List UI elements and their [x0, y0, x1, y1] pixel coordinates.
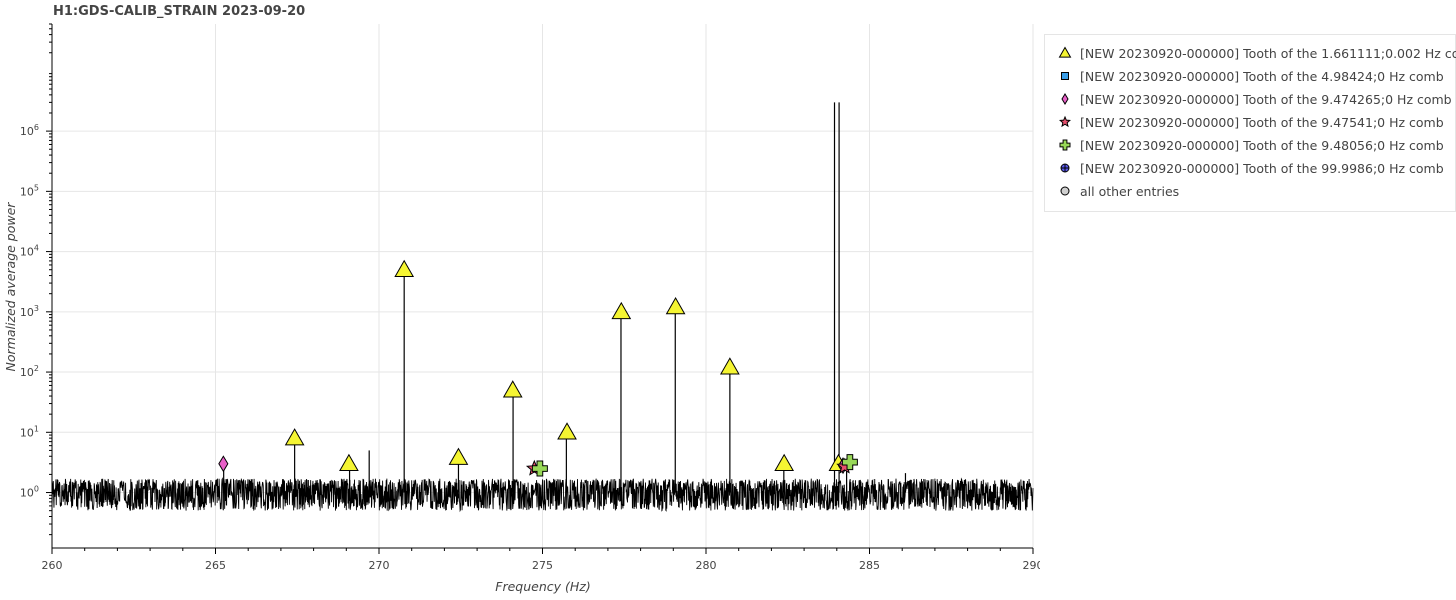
star-icon	[1059, 115, 1071, 128]
data-point-triangle[interactable]	[557, 422, 577, 440]
x-tick-label: 290	[1023, 559, 1041, 572]
plus-icon	[1059, 139, 1071, 151]
legend-marker[interactable]	[1059, 115, 1071, 128]
y-tick-label: 102	[20, 364, 39, 379]
data-point-plus[interactable]	[531, 460, 548, 477]
noise-floor	[51, 477, 1034, 513]
series-4	[531, 454, 858, 477]
chart-title: H1:GDS-CALIB_STRAIN 2023-09-20	[53, 4, 306, 19]
x-tick-label: 280	[696, 559, 717, 572]
legend-label: [NEW 20230920-000000] Tooth of the 99.99…	[1080, 160, 1444, 176]
legend-item[interactable]: [NEW 20230920-000000] Tooth of the 4.984…	[1058, 66, 1444, 86]
legend-item[interactable]: [NEW 20230920-000000] Tooth of the 9.475…	[1058, 112, 1444, 132]
data-point-triangle[interactable]	[502, 380, 523, 398]
data-point-triangle[interactable]	[448, 447, 469, 465]
data-point-triangle[interactable]	[774, 453, 795, 472]
legend-label: [NEW 20230920-000000] Tooth of the 9.475…	[1080, 114, 1444, 130]
x-tick-label: 265	[205, 559, 226, 572]
plot-area[interactable]: 260 265 270 275 280 285 290 100 101 102 103 104 105 1…	[0, 0, 1040, 600]
spectrum-line	[51, 477, 1034, 513]
x-axis-label: Frequency (Hz)	[495, 579, 590, 594]
series-3	[525, 457, 854, 476]
legend-item[interactable]: [NEW 20230920-000000] Tooth of the 1.661…	[1058, 43, 1456, 63]
data-point-triangle[interactable]	[720, 357, 740, 375]
y-tick-label: 106	[20, 123, 39, 138]
legend-item[interactable]: [NEW 20230920-000000] Tooth of the 99.99…	[1058, 158, 1444, 178]
x-tick-label: 260	[42, 559, 63, 572]
legend-item[interactable]: all other entries	[1058, 181, 1179, 201]
series-0	[284, 259, 849, 472]
x-tick-label: 275	[532, 559, 553, 572]
data-point-triangle[interactable]	[284, 428, 305, 446]
y-tick-label: 104	[20, 244, 39, 259]
data-point-triangle[interactable]	[394, 259, 415, 277]
legend-marker[interactable]	[1058, 46, 1072, 58]
x-tick-label: 285	[859, 559, 880, 572]
y-tick-label: 103	[20, 304, 39, 319]
circle-cross-icon	[1060, 163, 1070, 173]
legend-marker[interactable]	[1060, 163, 1070, 173]
data-point-triangle[interactable]	[611, 301, 632, 320]
legend-marker[interactable]	[1061, 93, 1069, 105]
legend-item[interactable]: [NEW 20230920-000000] Tooth of the 9.474…	[1058, 89, 1452, 109]
legend-label: [NEW 20230920-000000] Tooth of the 1.661…	[1080, 45, 1456, 61]
spectrum-peaks	[223, 102, 907, 493]
legend: [NEW 20230920-000000] Tooth of the 1.661…	[1044, 34, 1456, 212]
square-icon	[1061, 72, 1069, 80]
triangle-icon	[1058, 46, 1072, 58]
legend-marker[interactable]	[1059, 139, 1071, 151]
legend-item[interactable]: [NEW 20230920-000000] Tooth of the 9.480…	[1058, 135, 1444, 155]
comb-markers[interactable]	[218, 259, 858, 477]
circle-icon	[1060, 186, 1070, 196]
y-tick-label: 105	[20, 183, 39, 198]
data-point-triangle[interactable]	[665, 297, 686, 315]
legend-label: [NEW 20230920-000000] Tooth of the 9.480…	[1080, 137, 1444, 153]
legend-label: [NEW 20230920-000000] Tooth of the 4.984…	[1080, 68, 1444, 84]
legend-label: [NEW 20230920-000000] Tooth of the 9.474…	[1080, 91, 1452, 107]
data-point-triangle[interactable]	[339, 453, 359, 472]
legend-marker[interactable]	[1060, 186, 1070, 196]
diamond-icon	[1061, 93, 1069, 105]
axes: 260 265 270 275 280 285 290 100 101 102 103 104 105 1…	[20, 23, 1041, 572]
y-tick-label: 101	[20, 424, 39, 439]
y-axis-label: Normalized average power	[3, 202, 18, 372]
x-tick-label: 270	[369, 559, 390, 572]
y-tick-label: 100	[20, 485, 39, 500]
data-point-diamond[interactable]	[218, 455, 229, 473]
legend-marker[interactable]	[1061, 72, 1069, 80]
legend-label: all other entries	[1080, 183, 1180, 199]
data-point-plus[interactable]	[841, 454, 858, 471]
